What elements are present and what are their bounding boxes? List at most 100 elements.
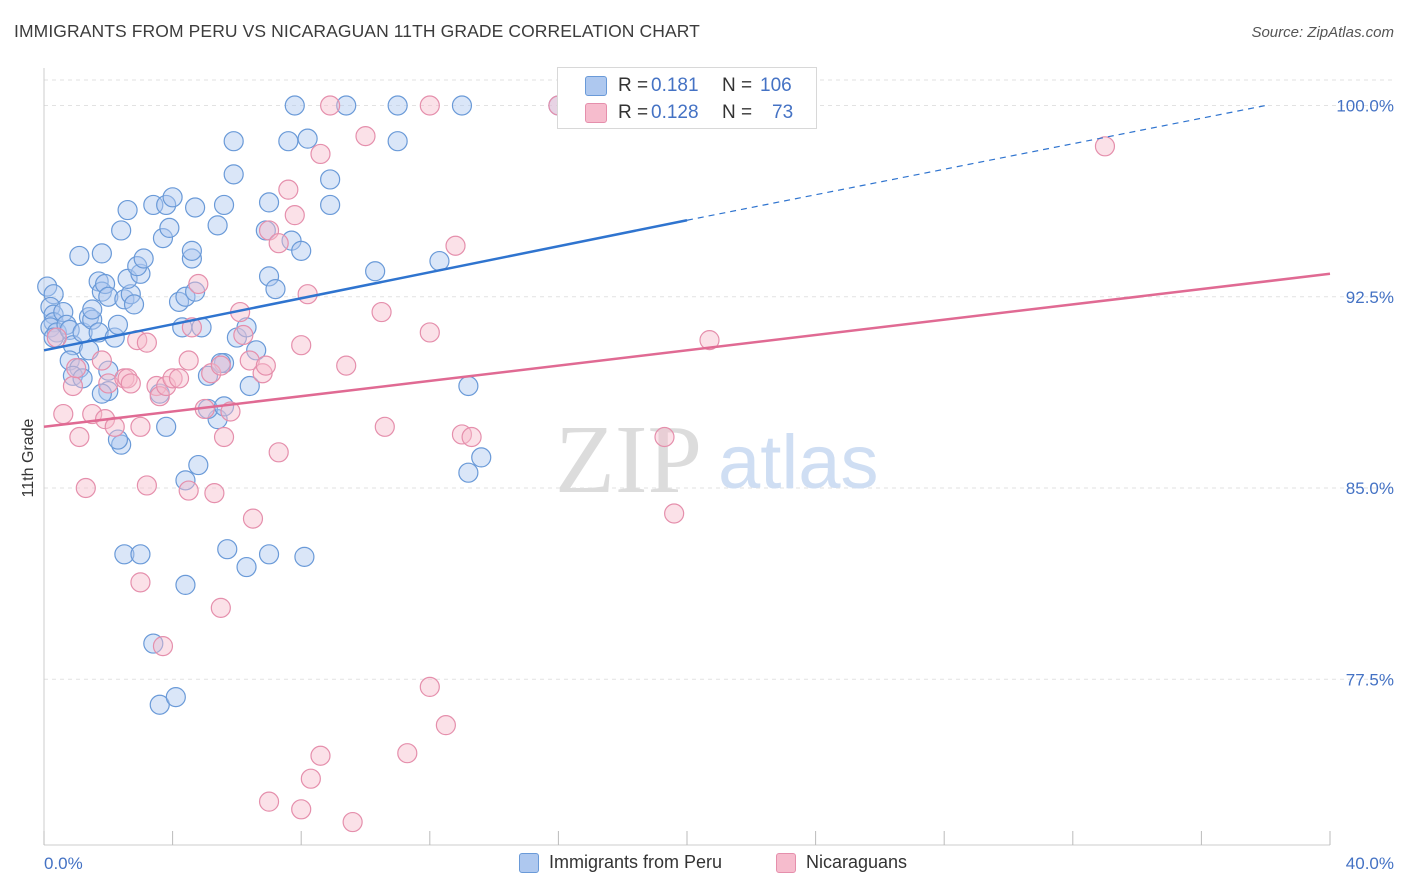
nicaraguans-point (242, 508, 264, 529)
legend-swatch-nicaraguans (776, 852, 796, 873)
nicaraguans-point (300, 768, 321, 789)
nicaraguans-point (397, 743, 418, 764)
nicaraguans-point (152, 635, 174, 657)
nicaraguans-point (98, 373, 119, 394)
peru-point (336, 95, 357, 116)
peru-point (91, 243, 112, 264)
nicaraguans-point (1094, 136, 1116, 157)
nicaraguans-point (310, 745, 331, 766)
nicaraguans-point (69, 426, 90, 448)
peru-point (185, 197, 206, 218)
y-tick-label: 92.5% (1346, 288, 1394, 307)
peru-point (297, 128, 318, 149)
nicaraguans-point (654, 426, 675, 448)
peru-point (213, 194, 235, 216)
nicaraguans-point (320, 95, 341, 116)
nicaraguans-point (130, 416, 151, 437)
nicaraguans-point (291, 335, 312, 356)
peru-point (291, 240, 312, 261)
stats-r-value: 0.181 (651, 75, 699, 96)
peru-point (471, 447, 492, 468)
nicaraguans-point (91, 350, 112, 371)
peru-point (181, 240, 202, 261)
peru-point (107, 429, 129, 450)
y-tick-label: 100.0% (1336, 97, 1394, 116)
nicaraguans-point (178, 480, 199, 501)
nicaraguans-point (162, 368, 183, 389)
nicaraguans-point (220, 401, 241, 422)
nicaraguans-point (664, 503, 685, 524)
peru-point (165, 686, 186, 708)
peru-point (258, 266, 280, 287)
nicaraguans-point (419, 676, 440, 698)
nicaraguans-point (342, 811, 363, 833)
nicaraguans-point (204, 483, 225, 504)
peru-point (82, 299, 103, 320)
peru-point (217, 539, 238, 560)
peru-point (114, 544, 135, 565)
peru-point (98, 286, 119, 307)
nicaraguans-point (419, 322, 440, 343)
peru-point (258, 544, 280, 565)
peru-point (111, 220, 132, 241)
x-tick-label-max: 40.0% (1346, 854, 1394, 873)
stats-swatch-peru (585, 76, 607, 96)
nicaraguans-point (268, 442, 289, 463)
legend-item-peru[interactable]: Immigrants from Peru (519, 852, 722, 873)
peru-point (94, 273, 116, 295)
source-label: Source: ZipAtlas.com (1251, 24, 1394, 41)
peru-point (387, 131, 408, 152)
x-tick-label-min: 0.0% (44, 854, 83, 873)
legend-item-nicaraguans[interactable]: Nicaraguans (776, 852, 907, 873)
nicaraguans-point (130, 572, 151, 593)
nicaraguans-point (336, 355, 357, 376)
peru-point (294, 546, 315, 567)
peru-point (159, 217, 180, 238)
peru-point (130, 544, 151, 565)
stats-n-label: N = (722, 102, 753, 123)
peru-point (207, 215, 228, 236)
series-nicaraguans-points (46, 95, 1116, 833)
stats-row-nicaraguans: R = 0.128 N = 73 (558, 100, 816, 126)
series-peru-points (37, 95, 569, 715)
peru-point (117, 199, 138, 221)
peru-point (458, 462, 479, 483)
legend-label-peru: Immigrants from Peru (549, 852, 723, 872)
peru-point (152, 228, 174, 249)
watermark-atlas: atlas (718, 420, 879, 505)
nicaraguans-point (149, 386, 170, 407)
stats-r-value: 0.128 (651, 102, 699, 123)
stats-swatch-nicaraguans (585, 103, 607, 123)
legend-swatch-peru (519, 852, 539, 873)
nicaraguans-point (355, 126, 376, 147)
peru-point (188, 454, 209, 476)
peru-point (246, 340, 267, 361)
nicaraguans-point (46, 327, 67, 348)
trend-lines (43, 104, 1331, 429)
nicaraguans-point (445, 235, 466, 256)
peru-point (284, 95, 305, 116)
bottom-legend: Immigrants from Peru Nicaraguans (0, 852, 1406, 876)
nicaraguans-point (371, 301, 392, 323)
stats-legend-box: R = 0.181 N = 106 R = 0.128 N = 73 (557, 67, 817, 129)
nicaraguans-point (374, 416, 395, 437)
peru-point (320, 194, 341, 216)
peru-point (223, 164, 244, 185)
chart-title: IMMIGRANTS FROM PERU VS NICARAGUAN 11TH … (14, 21, 700, 41)
watermark-zip: ZIP (555, 406, 702, 514)
y-tick-labels: 77.5% 85.0% 92.5% 100.0% (1336, 97, 1394, 690)
peru-point (258, 192, 280, 213)
x-axis-ticks (43, 831, 1331, 845)
nicaraguans-point (188, 273, 209, 295)
nicaraguans-point (278, 179, 299, 200)
trend-line-nicaraguans (43, 272, 1331, 429)
nicaraguans-point (699, 330, 720, 351)
nicaraguans-point (284, 205, 305, 226)
stats-r-label: R = (618, 102, 649, 123)
nicaraguans-point (239, 350, 260, 371)
nicaraguans-point (82, 403, 103, 425)
peru-point (91, 383, 112, 404)
nicaraguans-point (136, 332, 157, 353)
nicaraguans-point (66, 358, 87, 379)
